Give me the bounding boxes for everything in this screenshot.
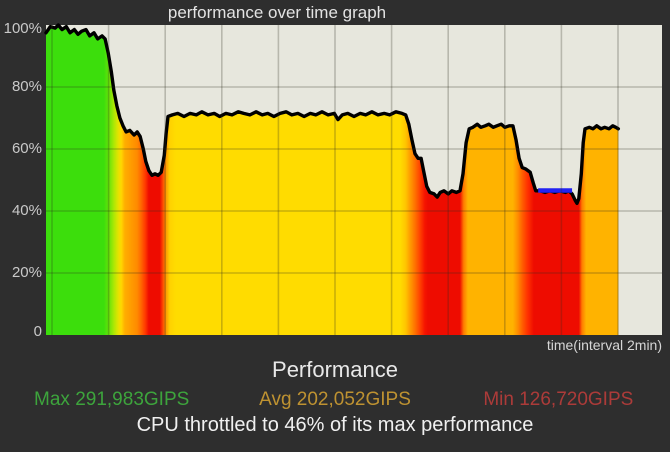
stat-avg: Avg 202,052GIPS — [259, 389, 411, 410]
y-axis-tick-label: 20% — [11, 264, 42, 281]
y-axis-tick-label: 60% — [11, 140, 42, 157]
stat-min: Min 126,720GIPS — [483, 389, 634, 410]
y-axis-tick-label: 100% — [3, 20, 42, 37]
stat-max: Max 291,983GIPS — [34, 389, 190, 410]
y-axis-tick-label: 40% — [11, 202, 42, 219]
y-axis-tick-label: 0 — [33, 323, 42, 340]
throttle-summary: CPU throttled to 46% of its max performa… — [136, 414, 534, 436]
y-axis-tick-label: 80% — [11, 78, 42, 95]
chart-title: performance over time graph — [167, 3, 387, 22]
performance-chart — [44, 23, 662, 335]
performance-heading: Performance — [272, 357, 398, 382]
stats-row: Max 291,983GIPS Avg 202,052GIPS Min 126,… — [0, 389, 670, 411]
x-axis-label: time(interval 2min) — [546, 337, 662, 353]
